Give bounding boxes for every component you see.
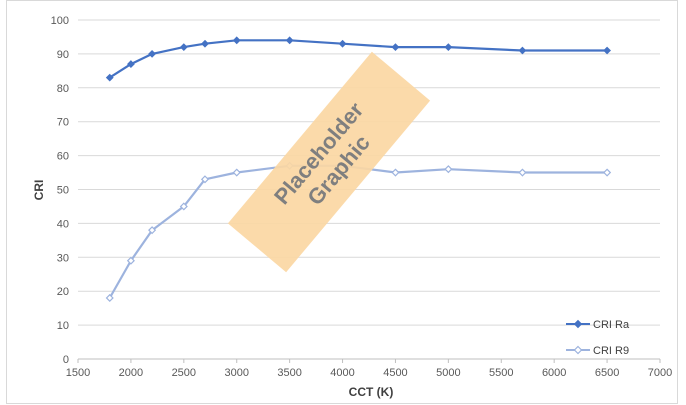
- x-tick-label: 5000: [436, 367, 460, 379]
- y-tick-label: 50: [57, 185, 69, 197]
- y-axis-title: CRI: [32, 180, 46, 201]
- legend-item-cri-r9: CRI R9: [566, 345, 629, 357]
- gridlines: [78, 19, 660, 326]
- legend-marker-cri-r9: [573, 345, 583, 355]
- data-point-cri-ra-2500: [179, 43, 188, 52]
- data-point-cri-r9-2000: [126, 256, 135, 265]
- y-tick-label: 80: [57, 83, 69, 95]
- legend-marker-cri-ra: [573, 319, 583, 329]
- y-tick-label: 10: [57, 320, 69, 332]
- x-tick-label: 2500: [172, 367, 196, 379]
- series-line-cri-ra: [109, 39, 608, 79]
- axes: 0 10 20 30 40 50 60 70 80 90 100 1500 2000 2500 3000 35…: [51, 15, 673, 379]
- x-tick-label: 3000: [224, 367, 248, 379]
- data-point-cri-r9-6500: [603, 168, 612, 177]
- data-point-cri-ra-4500: [391, 43, 400, 52]
- data-point-cri-ra-5700: [518, 46, 527, 55]
- legend-item-cri-ra: CRI Ra: [566, 319, 630, 331]
- x-tick-label: 1500: [66, 367, 90, 379]
- series-line-cri-r9: [108, 164, 608, 299]
- data-point-cri-ra-5000: [444, 43, 453, 52]
- y-tick-label: 30: [57, 252, 69, 264]
- y-tick-label: 100: [51, 15, 69, 27]
- legend-label-cri-ra: CRI Ra: [593, 319, 630, 331]
- data-point-cri-ra-2200: [148, 49, 156, 58]
- data-point-cri-ra-3500: [285, 36, 294, 45]
- x-axis-title: CCT (K): [349, 385, 394, 399]
- placeholder-graphic: Placeholder Graphic: [227, 51, 431, 273]
- x-tick-label: 4000: [330, 367, 354, 379]
- y-tick-label: 20: [57, 286, 69, 298]
- legend: CRI Ra CRI R9: [566, 319, 630, 357]
- data-point-cri-ra-4000: [338, 39, 347, 48]
- y-tick-label: 40: [57, 218, 69, 230]
- legend-label-cri-r9: CRI R9: [593, 345, 629, 357]
- data-point-cri-r9-5700: [518, 168, 527, 177]
- y-tick-label: 0: [63, 354, 69, 366]
- series-cri-ra: [105, 36, 611, 82]
- data-point-cri-r9-2200: [148, 226, 157, 235]
- x-tick-label: 6000: [542, 367, 566, 379]
- data-point-cri-r9-5000: [444, 165, 453, 174]
- x-tick-label: 7000: [648, 367, 672, 379]
- x-tick-label: 6500: [595, 367, 619, 379]
- y-tick-label: 70: [57, 117, 69, 129]
- data-point-cri-r9-2500: [179, 202, 188, 211]
- data-point-cri-ra-2700: [201, 39, 209, 48]
- y-tick-label: 60: [57, 151, 69, 163]
- y-tick-label: 90: [57, 49, 69, 61]
- data-point-cri-ra-6500: [603, 46, 611, 55]
- data-point-cri-ra-3000: [232, 36, 241, 45]
- placeholder-band: [227, 51, 431, 273]
- data-point-cri-r9-2700: [200, 175, 210, 184]
- data-point-cri-r9-4500: [391, 168, 400, 177]
- data-point-cri-r9-3000: [232, 168, 241, 177]
- data-point-cri-ra-2000: [127, 60, 135, 68]
- x-tick-label: 5500: [489, 367, 513, 379]
- data-point-cri-r9-1800: [105, 293, 114, 303]
- x-tick-label: 2000: [119, 367, 143, 379]
- x-tick-label: 3500: [277, 367, 301, 379]
- data-point-cri-ra-1800: [105, 73, 114, 82]
- x-tick-label: 4500: [383, 367, 407, 379]
